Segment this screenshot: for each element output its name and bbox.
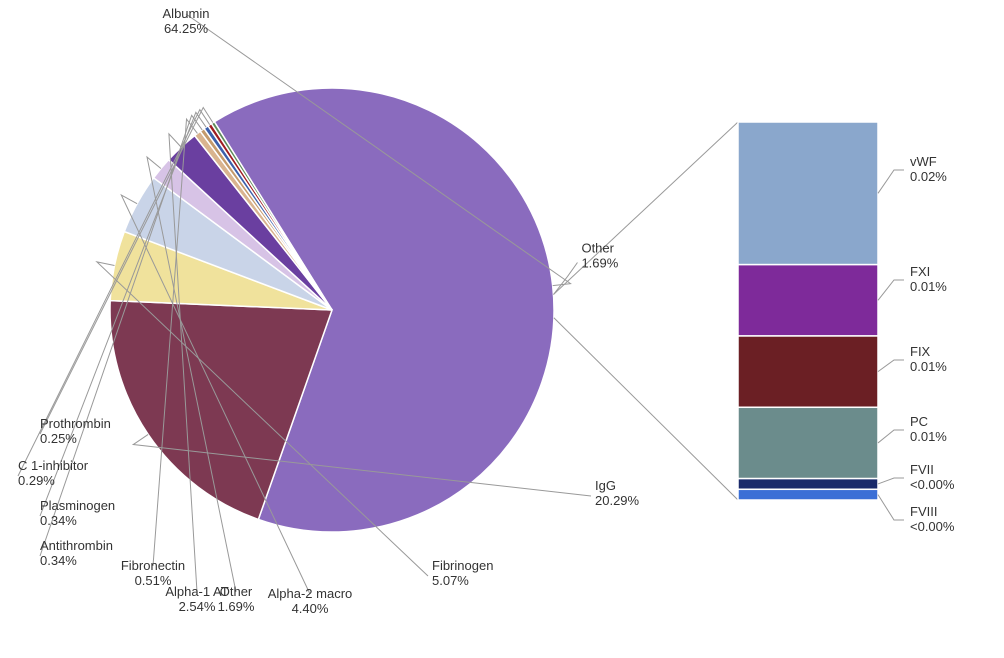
- pie-label-alpha-2-macro: Alpha-2 macro4.40%: [268, 586, 353, 616]
- protein-composition-chart: Albumin64.25% IgG20.29% Fibrinogen5.07% Alp…: [0, 0, 1004, 658]
- bar-segment-fvii: [738, 479, 878, 490]
- leader-line: [878, 360, 904, 372]
- leader-line: [878, 478, 904, 484]
- pie-label-prothrombin: Prothrombin0.25%: [40, 416, 111, 446]
- pie-label-fibrinogen: Fibrinogen5.07%: [432, 558, 493, 588]
- pie-label-antithrombin: Antithrombin0.34%: [40, 538, 113, 568]
- bar-segment-fviii: [738, 489, 878, 500]
- pie-label-albumin: Albumin64.25%: [163, 6, 210, 36]
- bar-label-fxi: FXI0.01%: [910, 264, 947, 294]
- bar-segment-vwf: [738, 122, 878, 265]
- pie-label-plasminogen: Plasminogen0.34%: [40, 498, 115, 528]
- bar-segment-fxi: [738, 265, 878, 336]
- bar-segment-fix: [738, 336, 878, 407]
- bar-label-fvii: FVII<0.00%: [910, 462, 955, 492]
- bar-segment-pc: [738, 407, 878, 478]
- leader-line: [878, 280, 904, 300]
- bar-label-vwf: vWF0.02%: [910, 154, 947, 184]
- leader-line: [553, 263, 577, 295]
- leader-line: [878, 495, 904, 520]
- leader-line: [878, 430, 904, 443]
- leader-line: [878, 170, 904, 193]
- pie-outer-label-other: Other1.69%: [581, 241, 618, 271]
- pie-label-c-1-inhibitor: C 1-inhibitor0.29%: [18, 458, 89, 488]
- pie-label-igg: IgG20.29%: [595, 478, 640, 508]
- bar-label-fviii: FVIII<0.00%: [910, 504, 955, 534]
- bar-label-pc: PC0.01%: [910, 414, 947, 444]
- bar-label-fix: FIX0.01%: [910, 344, 947, 374]
- connector-line-bottom: [554, 318, 738, 500]
